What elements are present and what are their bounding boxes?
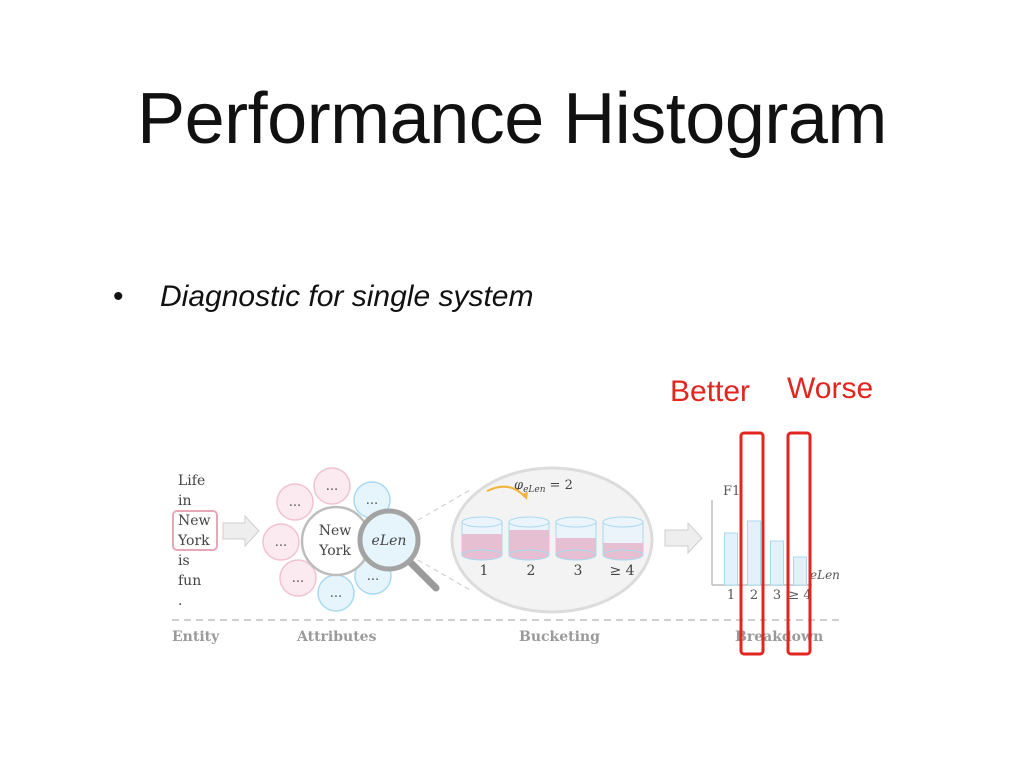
word-life: Life <box>178 473 205 489</box>
svg-text:...: ... <box>275 535 287 550</box>
word-york: York <box>177 533 210 549</box>
word-is: is <box>178 553 190 569</box>
stage-breakdown: Breakdown <box>735 629 823 645</box>
stage-bucketing: Bucketing <box>519 629 600 645</box>
svg-text:...: ... <box>292 571 304 586</box>
word-fun: fun <box>178 573 201 589</box>
bucket-4 <box>602 516 644 561</box>
hist-tick-1: 1 <box>727 588 735 603</box>
bucket-1 <box>461 516 503 561</box>
svg-text:York: York <box>318 543 351 559</box>
better-highlight-box <box>739 431 765 656</box>
word-new: New <box>178 513 211 529</box>
bucket-label-2: 2 <box>527 563 536 579</box>
stage-entity: Entity <box>172 629 220 645</box>
bucket-formula: φeLen = 2 <box>514 478 573 495</box>
buckets <box>461 516 644 561</box>
bullet-point: • <box>113 280 124 313</box>
hist-tick-2: 2 <box>750 588 758 603</box>
svg-text:New: New <box>319 523 352 539</box>
sentence: Life in New York is fun . <box>177 473 211 609</box>
histogram-x-label: eLen <box>810 568 840 582</box>
better-label: Better <box>670 375 751 408</box>
bucket-2 <box>508 516 550 561</box>
histogram-bar-3 <box>770 540 784 586</box>
entity-highlight-box <box>172 510 218 551</box>
bucket-label-4: ≥ 4 <box>609 563 634 579</box>
histogram-bar-1 <box>724 532 738 586</box>
svg-text:...: ... <box>366 493 378 508</box>
slide-title: Performance Histogram <box>137 79 887 159</box>
magnifier-icon: eLen <box>357 508 440 592</box>
svg-text:...: ... <box>367 569 379 584</box>
worse-label: Worse <box>787 372 874 405</box>
worse-highlight-box <box>786 431 812 656</box>
histogram-bar-4 <box>793 556 807 586</box>
arrow-right-icon <box>222 514 260 548</box>
word-in: in <box>178 493 192 509</box>
histogram-y-label: F1 <box>723 484 740 499</box>
svg-text:...: ... <box>330 586 342 601</box>
svg-text:...: ... <box>289 495 301 510</box>
bucket-label-1: 1 <box>480 563 489 579</box>
breakdown-histogram: F1 eLen 1 2 3 ≥ 4 <box>711 484 840 603</box>
histogram-bar-2 <box>747 520 761 586</box>
hist-tick-4: ≥ 4 <box>788 588 811 603</box>
svg-text:...: ... <box>326 479 338 494</box>
stage-attributes: Attributes <box>296 629 377 645</box>
word-period: . <box>178 593 182 609</box>
attribute-cluster: ... ... ... ... ... ... ... New York <box>262 467 392 612</box>
bullet-text: Diagnostic for single system <box>160 280 534 313</box>
bucketing-region <box>450 466 654 614</box>
bucket-label-3: 3 <box>574 563 583 579</box>
hist-tick-3: 3 <box>773 588 781 603</box>
arrow-right-icon <box>664 521 703 555</box>
attribute-elen: eLen <box>372 533 407 549</box>
bucket-3 <box>555 516 597 561</box>
